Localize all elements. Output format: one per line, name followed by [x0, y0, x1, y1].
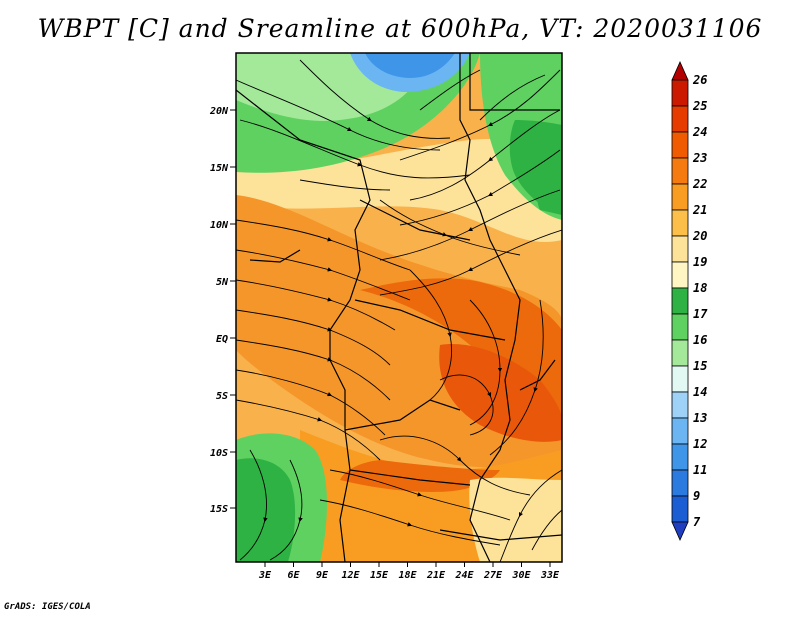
colorbar-label: 9 — [693, 489, 700, 503]
colorbar-swatch — [671, 495, 689, 523]
chart-title: WBPT [C] and Sreamline at 600hPa, VT: 20… — [37, 14, 763, 43]
colorbar-label: 17 — [693, 307, 708, 321]
colorbar-swatch — [671, 313, 689, 341]
colorbar-swatch — [671, 339, 689, 367]
colorbar-swatch — [671, 365, 689, 393]
colorbar-label: 22 — [692, 177, 707, 191]
lat-label: 5N — [216, 277, 229, 288]
wbpt-region-se-green — [537, 180, 562, 215]
lon-label: 6E — [287, 570, 300, 581]
latitude-axis: 20N 15N 10N 5N EQ 5S 10S 15S — [209, 106, 236, 515]
lon-label: 33E — [540, 570, 560, 581]
wbpt-region-southeast-hot — [439, 344, 562, 442]
colorbar-bottom-arrow — [671, 521, 689, 541]
lon-label: 9E — [316, 570, 329, 581]
colorbar-swatch — [671, 417, 689, 445]
lon-label: 30E — [511, 570, 531, 581]
colorbar-swatch — [671, 79, 689, 107]
colorbar-swatch — [671, 261, 689, 289]
colorbar-swatch — [671, 131, 689, 159]
longitude-axis: 3E 6E 9E 12E 15E 18E 21E 24E 27E 30E 33E — [258, 562, 560, 581]
map-frame — [235, 52, 563, 563]
lon-label: 15E — [370, 570, 389, 581]
colorbar-swatch — [671, 235, 689, 263]
lat-label: 15N — [210, 163, 229, 174]
colorbar-label: 25 — [692, 99, 707, 113]
colorbar-label: 20 — [692, 229, 707, 243]
wbpt-region-blue-light — [365, 53, 455, 78]
lat-label: 10N — [210, 220, 229, 231]
colorbar-swatch — [671, 105, 689, 133]
streamlines — [236, 59, 562, 562]
lon-label: 27E — [483, 570, 503, 581]
lon-label: 12E — [341, 570, 360, 581]
country-borders — [236, 53, 562, 562]
colorbar-swatch — [671, 469, 689, 497]
colorbar-label: 14 — [693, 385, 707, 399]
colorbar-label: 23 — [692, 151, 707, 165]
wbpt-region-sw-darkgreen — [236, 458, 296, 562]
colorbar-label: 18 — [693, 281, 707, 295]
lat-label: 10S — [210, 448, 228, 459]
colorbar-swatch — [671, 287, 689, 315]
colorbar-label: 21 — [692, 203, 707, 217]
lon-label: 3E — [258, 570, 272, 581]
lon-label: 21E — [426, 570, 446, 581]
colorbar-swatch — [671, 183, 689, 211]
lat-label: 5S — [216, 391, 228, 402]
grads-credit: GrADS: IGES/COLA — [4, 602, 91, 612]
colorbar-swatch — [671, 391, 689, 419]
lat-label: 20N — [209, 106, 229, 117]
lat-label: EQ — [216, 334, 228, 345]
colorbar-label: 26 — [692, 73, 707, 87]
colorbar: 26 25 24 23 22 21 20 19 18 17 16 15 14 13 12 11 9 7 — [671, 61, 708, 541]
lat-label: 15S — [210, 504, 228, 515]
colorbar-label: 15 — [693, 359, 707, 373]
wbpt-region-south-yellow — [469, 477, 562, 562]
colorbar-label: 12 — [693, 437, 707, 451]
colorbar-label: 13 — [693, 411, 707, 425]
wbpt-region-central-hot — [360, 278, 562, 440]
colorbar-label: 19 — [693, 255, 707, 269]
colorbar-swatch — [671, 157, 689, 185]
lon-label: 24E — [454, 570, 474, 581]
colorbar-label: 11 — [693, 463, 707, 477]
colorbar-swatch — [671, 443, 689, 471]
colorbar-top-arrow — [671, 61, 689, 81]
colorbar-label: 16 — [693, 333, 707, 347]
colorbar-swatch — [671, 209, 689, 237]
lon-label: 18E — [398, 570, 417, 581]
colorbar-label: 7 — [693, 515, 701, 529]
colorbar-label: 24 — [692, 125, 707, 139]
